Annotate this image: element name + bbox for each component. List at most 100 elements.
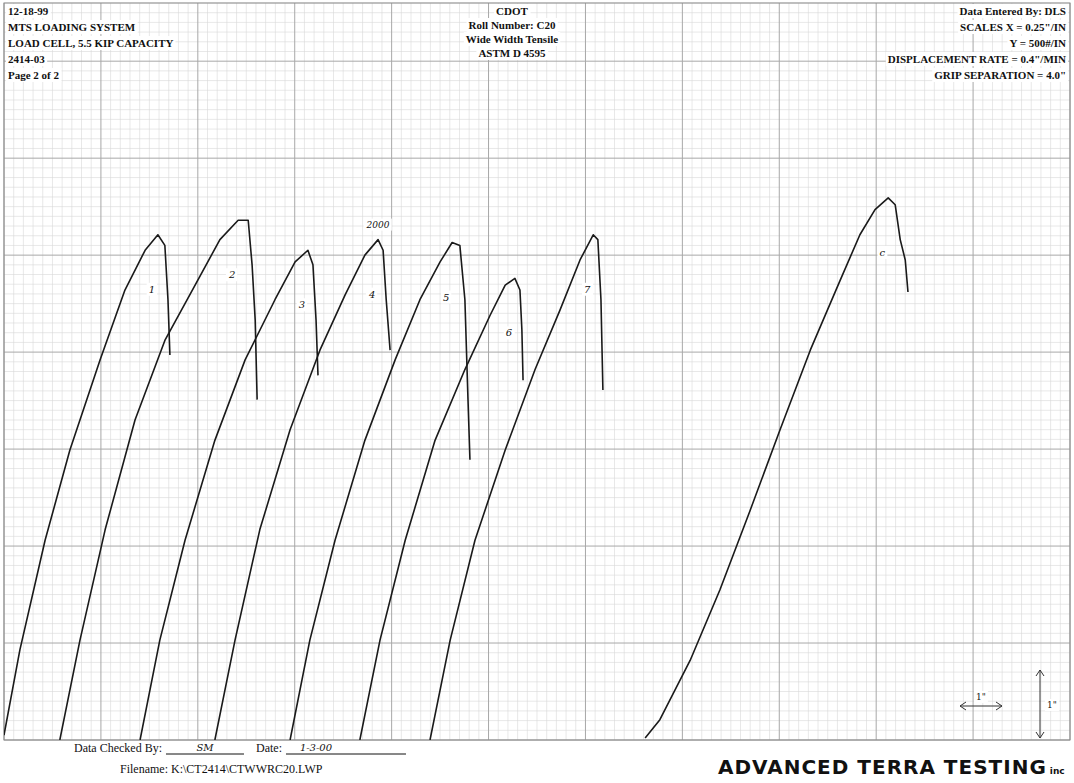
text-patch [1045, 699, 1059, 711]
header: 12-18-99MTS LOADING SYSTEMLOAD CELL, 5.5… [6, 4, 1068, 82]
minor-grid [4, 594, 1070, 595]
header-text: Roll Number: C20 [469, 19, 556, 31]
minor-grid [4, 507, 1070, 508]
load-curve [645, 198, 908, 738]
minor-grid [4, 458, 1070, 459]
minor-grid [4, 226, 1070, 227]
minor-grid [4, 264, 1070, 265]
minor-grid [4, 12, 1070, 13]
minor-grid [4, 313, 1070, 314]
minor-grid [4, 148, 1070, 149]
scale-arrowhead [960, 702, 1002, 710]
minor-grid [4, 439, 1070, 440]
text-patch [958, 4, 1068, 18]
curve-labels: 12342000567c [147, 219, 888, 340]
minor-grid [4, 497, 1070, 498]
text-patch [504, 326, 515, 339]
header-text: ASTM D 4595 [478, 47, 546, 59]
minor-grid [4, 90, 1070, 91]
text-patch [494, 4, 530, 18]
header-text: LOAD CELL, 5.5 KIP CAPACITY [8, 37, 173, 49]
minor-grid [4, 468, 1070, 469]
text-patch [467, 18, 558, 32]
minor-grid [4, 419, 1070, 420]
minor-grid [4, 284, 1070, 285]
curve-label: 2 [228, 269, 235, 280]
minor-grid [4, 390, 1070, 391]
grid-line [294, 3, 295, 740]
grid-line [488, 3, 489, 740]
minor-grid [4, 410, 1070, 411]
minor-grid [4, 216, 1070, 217]
signature: SM [196, 742, 214, 753]
header-text: DISPLACEMENT RATE = 0.4"/MIN [888, 53, 1066, 65]
text-patch [6, 52, 47, 66]
minor-grid [4, 70, 1070, 71]
text-patch [6, 36, 175, 50]
underline [286, 754, 406, 755]
header-text: 12-18-99 [8, 5, 49, 17]
grid-line [585, 3, 586, 740]
minor-grid [4, 652, 1070, 653]
load-curve [60, 220, 257, 740]
company-logo: ADVANCED TERRA TESTING [718, 755, 1047, 779]
minor-grid [4, 99, 1070, 100]
text-patch [226, 268, 237, 281]
curve-label: 7 [584, 284, 591, 295]
text-patch [958, 20, 1068, 34]
grid-line [197, 3, 198, 740]
underline [166, 754, 244, 755]
minor-grid [4, 478, 1070, 479]
header-text: Data Entered By: DLS [960, 5, 1066, 17]
chart-page: 12342000567c12-18-99MTS LOADING SYSTEMLO… [0, 0, 1074, 783]
minor-grid [4, 487, 1070, 488]
minor-grid [4, 429, 1070, 430]
header-text: Page 2 of 2 [8, 69, 60, 81]
minor-grid [4, 575, 1070, 576]
minor-grid [4, 565, 1070, 566]
text-patch [974, 691, 988, 703]
grid-line [4, 158, 1070, 159]
text-patch [147, 283, 157, 296]
scale-arrow [960, 706, 1002, 707]
header-text: 2414-03 [8, 53, 45, 65]
minor-grid [4, 536, 1070, 537]
minor-grid [4, 516, 1070, 517]
grid-line [4, 255, 1070, 256]
curve-label: 1 [149, 284, 155, 295]
minor-grid [4, 730, 1070, 731]
load-curve [290, 243, 470, 740]
load-curve [215, 240, 390, 740]
text-patch [366, 288, 377, 301]
scale-label: 1" [1047, 700, 1057, 710]
curve-label: 6 [506, 327, 513, 338]
footer-text: Filename: K:\CT2414\CTWWRC20.LWP [120, 762, 323, 776]
date: 1-3-00 [300, 742, 333, 753]
text-patch [297, 298, 307, 311]
minor-grid [4, 138, 1070, 139]
grid-line [682, 3, 683, 740]
minor-grid [4, 293, 1070, 294]
grid-line [973, 3, 974, 740]
minor-grid [4, 80, 1070, 81]
curve-label: 3 [299, 299, 305, 310]
minor-grid [4, 613, 1070, 614]
load-curve [360, 278, 523, 740]
minor-grid [4, 672, 1070, 673]
minor-grid [4, 109, 1070, 110]
grid-line [4, 643, 1070, 644]
minor-grid [4, 681, 1070, 682]
annotation: 2000 [366, 220, 390, 230]
minor-grid [4, 720, 1070, 721]
grid-line [779, 3, 780, 740]
text-patch [6, 68, 62, 82]
minor-grid [4, 604, 1070, 605]
company-suffix: inc [1050, 766, 1065, 776]
text-patch [886, 52, 1068, 66]
text-patch [1007, 36, 1068, 50]
text-patch [6, 20, 138, 34]
footer-ground [0, 742, 1074, 783]
minor-grid [4, 196, 1070, 197]
curve-label: 4 [368, 289, 375, 300]
text-patch [441, 291, 451, 304]
